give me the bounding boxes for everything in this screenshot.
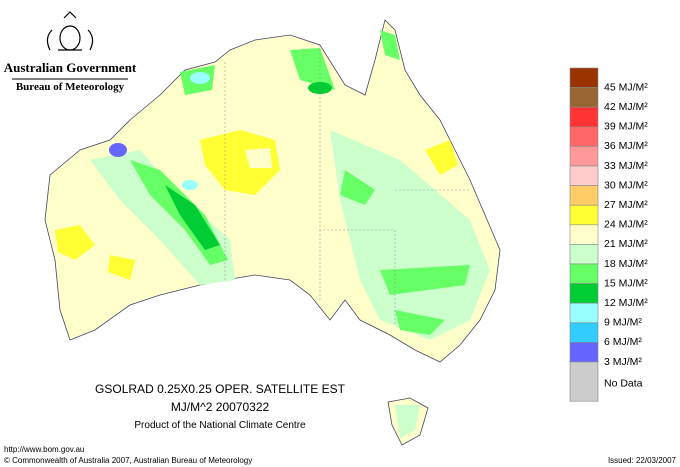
footer-url: http://www.bom.gov.au <box>4 445 84 454</box>
legend-label: 39 MJ/M² <box>604 121 648 133</box>
legend-swatch <box>569 106 599 128</box>
legend-label: 12 MJ/M² <box>604 297 648 309</box>
legend-label: 3 MJ/M² <box>604 356 642 368</box>
legend-swatch <box>569 342 599 363</box>
government-name: Australian Government <box>4 60 137 75</box>
legend-swatch <box>569 67 599 88</box>
legend-label: 27 MJ/M² <box>604 199 648 211</box>
legend-label: 30 MJ/M² <box>604 179 648 191</box>
crest <box>46 11 94 51</box>
legend-swatch <box>569 322 599 343</box>
legend-label: No Data <box>604 377 643 389</box>
footer-copyright: © Commonwealth of Australia 2007, Austra… <box>4 456 252 465</box>
footer-issued: Issued: 22/03/2007 <box>608 456 677 465</box>
legend-swatch <box>569 185 599 206</box>
map-caption-source: Product of the National Climate Centre <box>134 420 306 431</box>
legend-label: 36 MJ/M² <box>604 140 648 152</box>
legend-label: 45 MJ/M² <box>604 81 648 93</box>
legend-label: 6 MJ/M² <box>604 336 642 348</box>
legend-label: 9 MJ/M² <box>604 317 642 329</box>
legend-swatch <box>569 244 599 265</box>
legend-swatch <box>569 302 599 324</box>
bureau-name: Bureau of Meteorology <box>16 81 125 93</box>
legend-label: 15 MJ/M² <box>604 277 648 289</box>
legend-swatch <box>569 87 599 108</box>
legend-label: 21 MJ/M² <box>604 238 648 250</box>
map-caption-units-date: MJ/M^2 20070322 <box>171 400 270 414</box>
australia-map <box>44 19 501 446</box>
legend-swatch <box>569 224 599 245</box>
map-caption-product: GSOLRAD 0.25X0.25 OPER. SATELLITE EST <box>95 382 346 396</box>
legend-label: 24 MJ/M² <box>604 219 648 231</box>
legend-label: 42 MJ/M² <box>604 101 648 113</box>
legend-swatch <box>569 283 599 304</box>
legend-swatch <box>569 263 599 284</box>
legend-swatch <box>569 204 599 226</box>
legend-swatch <box>569 126 599 147</box>
legend-label: 18 MJ/M² <box>604 258 648 270</box>
legend-swatch <box>569 165 599 186</box>
legend: 45 MJ/M² 42 MJ/M² 39 MJ/M² 36 MJ/M² 33 MJ/M²… <box>569 67 648 402</box>
legend-swatch <box>569 361 599 402</box>
legend-swatch <box>569 146 599 167</box>
legend-label: 33 MJ/M² <box>604 160 648 172</box>
